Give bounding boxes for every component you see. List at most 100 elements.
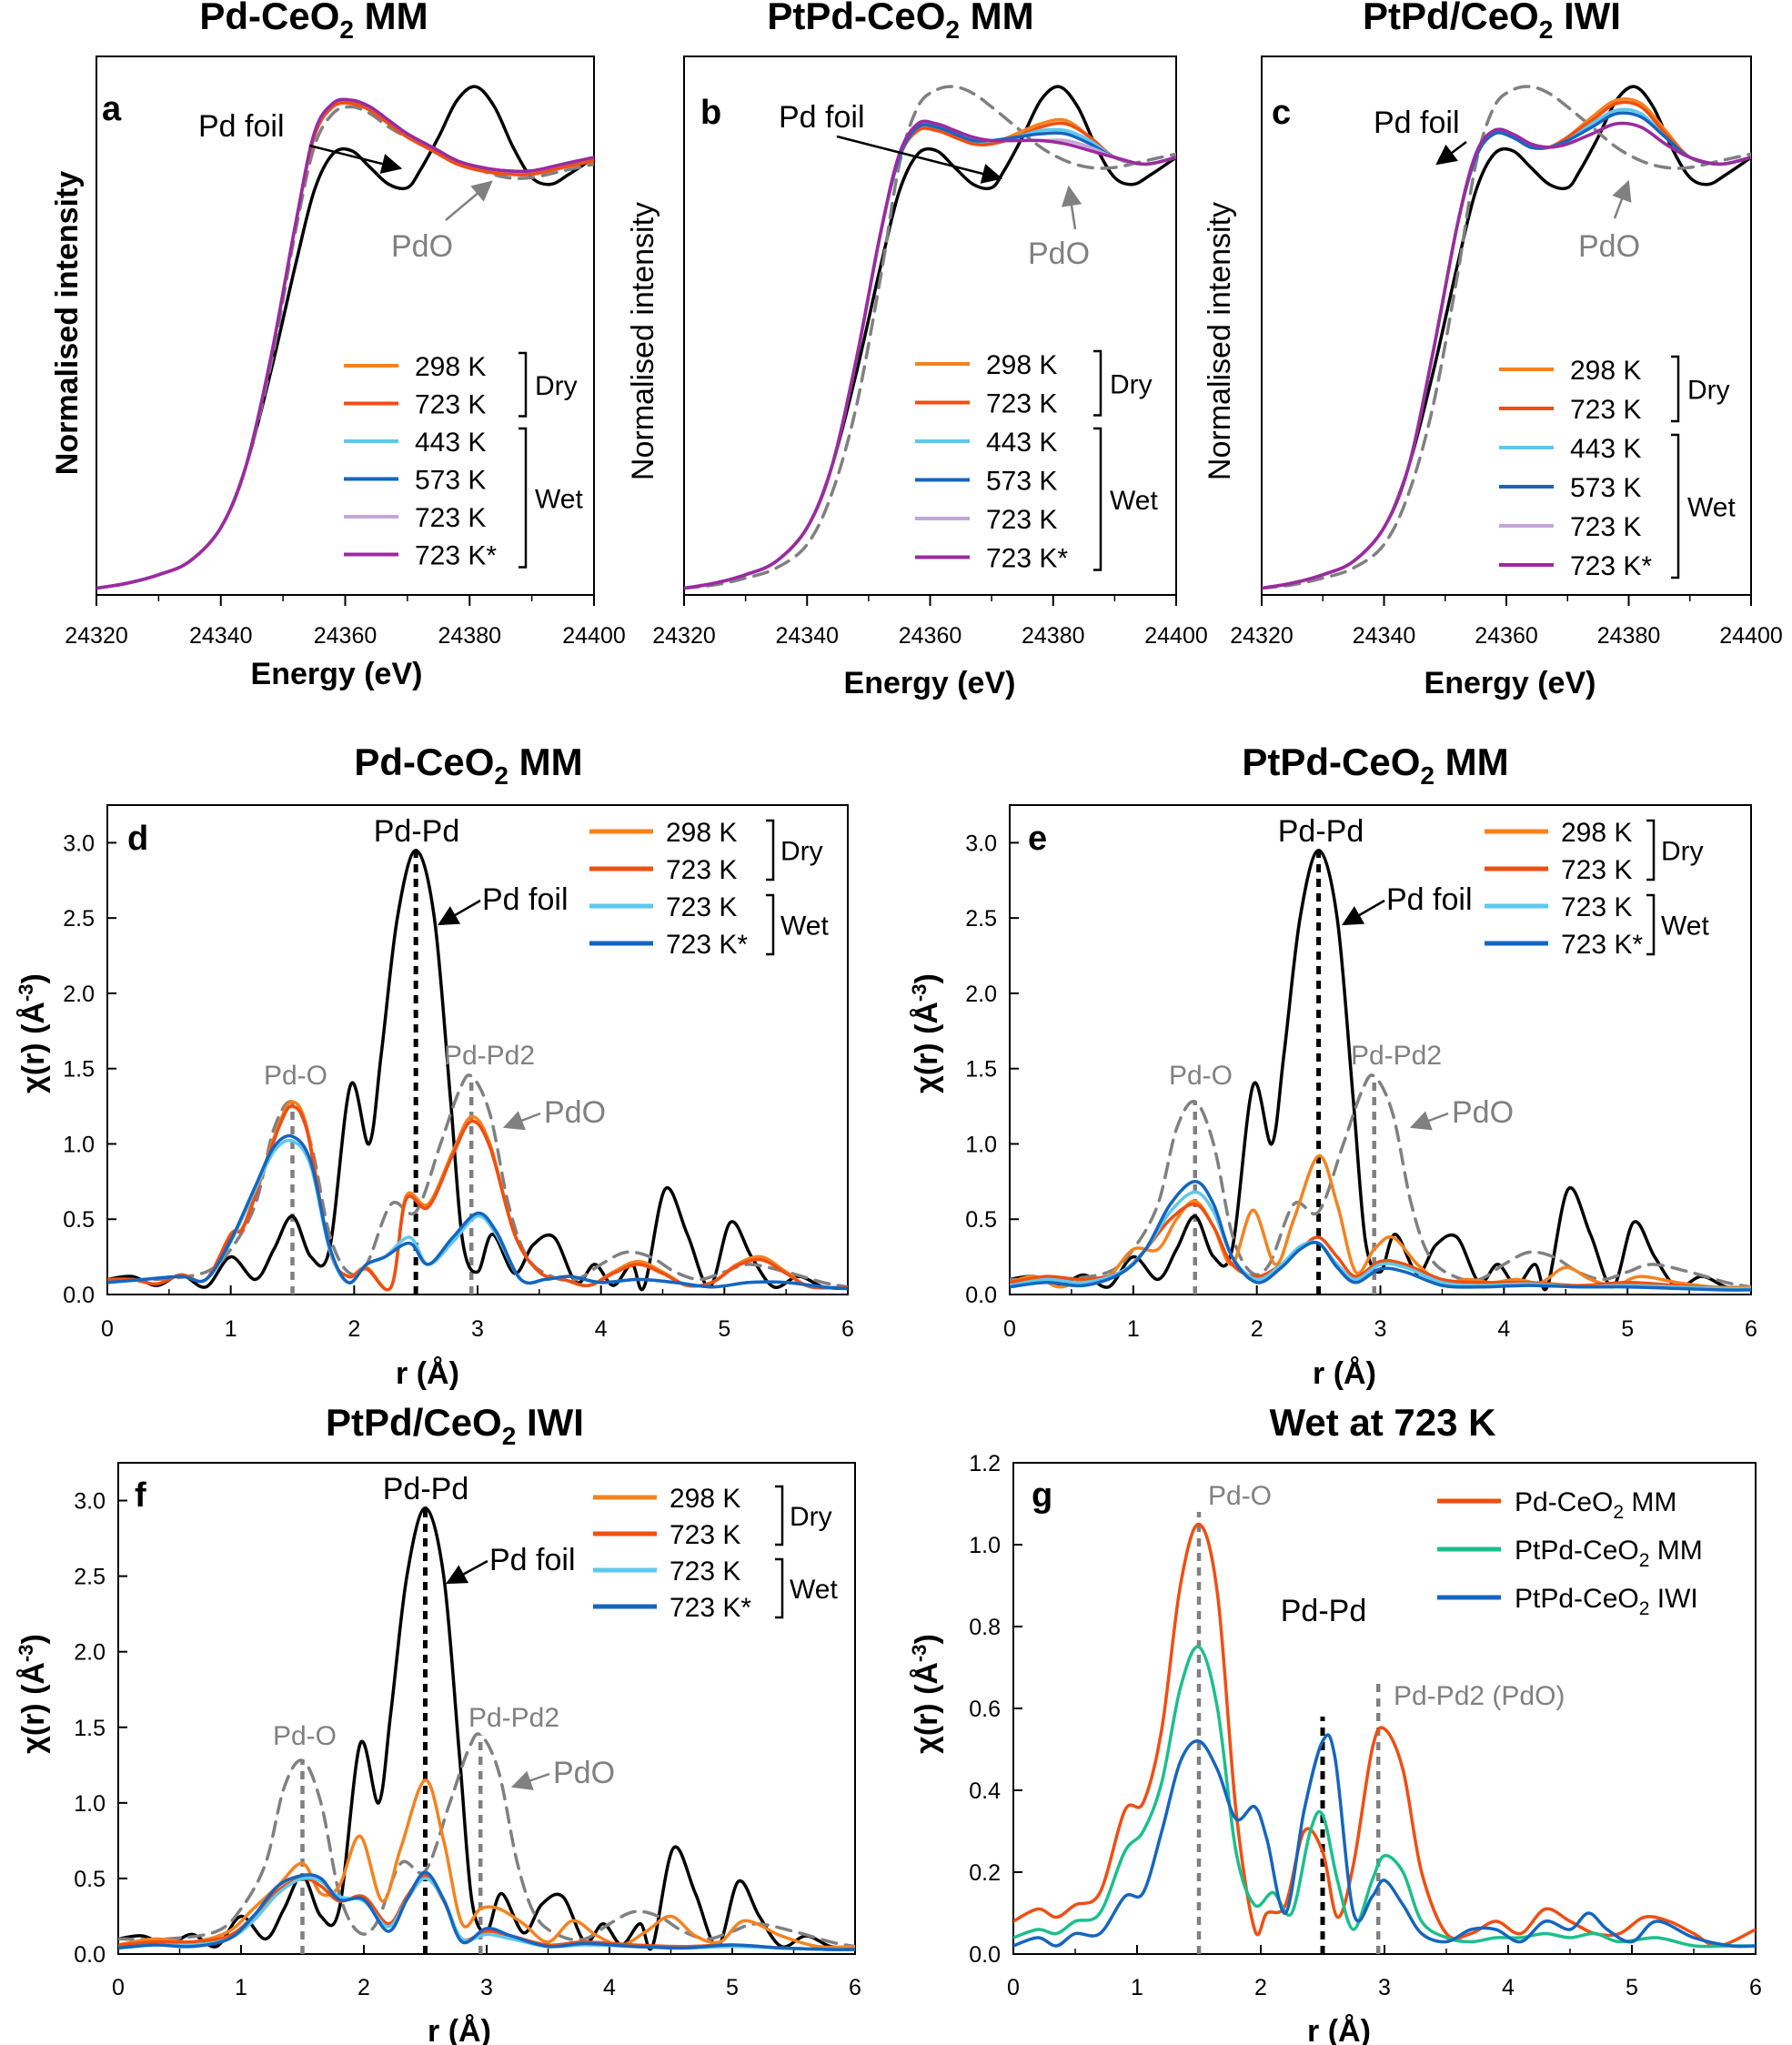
panel-c-legend-label-0: 298 K <box>1570 356 1641 386</box>
panel-g-xtick-label: 2 <box>1254 1975 1267 2000</box>
panel-e-ytick-label: 1.5 <box>965 1057 997 1083</box>
panel-b-wet-bracket <box>1093 427 1102 571</box>
panel-e-pd-o-label: Pd-O <box>1169 1061 1233 1091</box>
panel-b: PtPd-CeO2 MM 24320 24340 24360 24380 24400 b… <box>626 0 1208 700</box>
panel-e-xtick-label: 6 <box>1745 1316 1757 1342</box>
panel-c-xlabel: Energy (eV) <box>1425 666 1596 700</box>
panel-g-pd-o-label: Pd-O <box>1208 1481 1272 1511</box>
panel-f-pd-foil-arrow <box>446 1559 488 1585</box>
panel-b-legend-label-2: 443 K <box>986 428 1057 458</box>
panel-d-plot: 0 1 2 3 4 5 6 0.0 0.5 1.0 1.5 2.0 2.5 3.0 <box>63 804 854 1342</box>
panel-b-dry-bracket <box>1093 349 1102 417</box>
panel-f-ytick-label: 0.5 <box>74 1867 106 1892</box>
panel-e-legend-label-1: 723 K <box>1561 855 1632 885</box>
panel-a-xtick-label: 24380 <box>438 623 501 649</box>
panel-b-xtick-label: 24400 <box>1144 623 1208 649</box>
panel-a: Pd-CeO2 MM 24320 24340 24360 24380 24400 a N… <box>50 0 626 691</box>
panel-a-xlabel: Energy (eV) <box>251 657 423 691</box>
panel-a-legend-label-2: 443 K <box>415 428 486 458</box>
panel-a-dry-label: Dry <box>535 371 578 401</box>
panel-e-dry-bracket <box>1646 819 1656 881</box>
panel-c-xtick-label: 24400 <box>1719 623 1783 649</box>
panel-c-legend-label-3: 573 K <box>1570 473 1641 503</box>
panel-f: PtPd/CeO2 IWI 0 1 2 3 4 5 6 0.0 0.5 1.0 1.5 2.0 2.5 3… <box>15 1401 861 2045</box>
panel-c-pdo-arrow <box>1612 179 1632 219</box>
panel-c-pd-foil-arrow <box>1435 141 1467 166</box>
panel-f-xtick-label: 4 <box>603 1975 616 2000</box>
panel-b-title: PtPd-CeO2 MM <box>767 0 1033 44</box>
panel-f-ytick-label: 2.5 <box>74 1565 106 1590</box>
panel-d-ytick-label: 2.5 <box>63 906 95 932</box>
panel-c-legend-label-5: 723 K* <box>1570 551 1652 581</box>
panel-d-pd-pd-label: Pd-Pd <box>374 814 460 849</box>
panel-e-xtick-label: 4 <box>1497 1316 1510 1342</box>
panel-g-ytick-label: 0.0 <box>969 1942 1001 1968</box>
panel-e-ytick-label: 0.5 <box>965 1207 997 1233</box>
panel-a-legend-label-4: 723 K <box>415 503 486 533</box>
panel-a-ylabel: Normalised intensity <box>50 171 85 476</box>
panel-f-wet-bracket <box>775 1557 784 1619</box>
panel-f-dry-bracket <box>775 1485 784 1546</box>
panel-g-ytick-label: 0.2 <box>969 1860 1001 1886</box>
panel-d-ytick-label: 2.0 <box>63 982 95 1007</box>
panel-b-letter: b <box>700 94 721 132</box>
panel-g-legend-label-2: PtPd-CeO2 IWI <box>1515 1584 1698 1619</box>
panel-e-letter: e <box>1028 820 1047 858</box>
panel-e-xtick-label: 5 <box>1621 1316 1634 1342</box>
panel-b-pdo-label: PdO <box>1028 237 1090 271</box>
panel-e-ytick-label: 1.0 <box>965 1132 997 1157</box>
panel-c-series-723-k-wet <box>1262 121 1751 590</box>
panel-e-dry-label: Dry <box>1661 837 1704 867</box>
panel-d-xtick-label: 1 <box>225 1316 237 1342</box>
panel-c-series-pdo <box>1262 85 1751 590</box>
panel-a-wet-label: Wet <box>535 484 583 514</box>
panel-d-ytick-label: 1.0 <box>63 1132 95 1157</box>
panel-f-series-298-k-dry <box>118 1778 855 1949</box>
panel-a-pdo-arrow <box>445 180 493 221</box>
panel-f-xtick-label: 2 <box>357 1975 370 2000</box>
panel-g-curves <box>1013 1522 1756 1949</box>
panel-e-legend-label-0: 298 K <box>1561 818 1632 848</box>
panel-a-wet-bracket <box>518 427 528 569</box>
panel-g: Wet at 723 K 0 1 2 3 4 5 6 0.0 0.2 0.4 0.6 0.8 1.0 1.… <box>908 1401 1762 2045</box>
panel-f-xtick-label: 1 <box>235 1975 247 2000</box>
panel-c-pdo-label: PdO <box>1578 229 1640 264</box>
panel-d: Pd-CeO2 MM 0 1 2 3 4 5 60.00.51.01.52.02.53.0 … <box>15 740 854 1391</box>
panel-b-legend-label-3: 573 K <box>986 467 1057 497</box>
panel-a-xtick-label: 24320 <box>65 623 128 649</box>
panel-d-ytick-label: 1.5 <box>63 1057 95 1083</box>
panel-b-xtick-label: 24340 <box>775 623 839 649</box>
panel-d-dry-bracket <box>766 819 775 881</box>
panel-d-wet-bracket <box>766 893 775 956</box>
panel-a-xtick-label: 24360 <box>314 623 378 649</box>
panel-f-letter: f <box>135 1476 146 1515</box>
panel-g-xtick-label: 6 <box>1749 1975 1762 2000</box>
panel-c-pd-foil-label: Pd foil <box>1374 106 1460 140</box>
panel-g-ytick-label: 0.4 <box>969 1778 1001 1804</box>
panel-a-pd-foil-label: Pd foil <box>198 109 285 144</box>
panel-g-series-ptpd-ceo2-mm <box>1013 1645 1756 1949</box>
panel-e-ytick-label: 2.0 <box>965 982 997 1007</box>
panel-g-ylabel: χ(r) (Å-3) <box>908 1634 944 1754</box>
panel-a-legend-label-3: 573 K <box>415 466 486 496</box>
panel-f-curves <box>118 1506 855 1951</box>
panel-c-curves <box>1262 85 1751 590</box>
panel-f-xtick-label: 6 <box>849 1975 861 2000</box>
panel-e-wet-bracket <box>1646 893 1656 956</box>
panel-g-pd-pd2-label: Pd-Pd2 (PdO) <box>1394 1681 1565 1711</box>
panel-e-pdo-arrow <box>1409 1111 1449 1131</box>
panel-f-series-723-k-wet <box>118 1870 855 1951</box>
panel-d-legend-label-1: 723 K <box>666 855 737 885</box>
panel-b-series-723-k-wet <box>684 119 1176 590</box>
panel-b-wet-label: Wet <box>1110 486 1158 516</box>
panel-c-legend-label-4: 723 K <box>1570 512 1641 542</box>
panel-b-legend: 298 K 723 K 443 K 573 K 723 K 723 K* Dry Wet <box>915 349 1158 574</box>
panel-g-legend-label-0: Pd-CeO2 MM <box>1515 1487 1676 1523</box>
panel-f-ytick-label: 2.0 <box>74 1640 106 1666</box>
panel-b-ylabel: Normalised intensity <box>626 202 660 480</box>
panel-e-ytick-label: 0.0 <box>965 1283 997 1308</box>
panel-d-title: Pd-CeO2 MM <box>354 740 582 790</box>
panel-a-letter: a <box>102 90 122 128</box>
panel-d-pd-foil-label: Pd foil <box>482 882 569 917</box>
panel-e-series-pdo <box>1010 1073 1751 1289</box>
